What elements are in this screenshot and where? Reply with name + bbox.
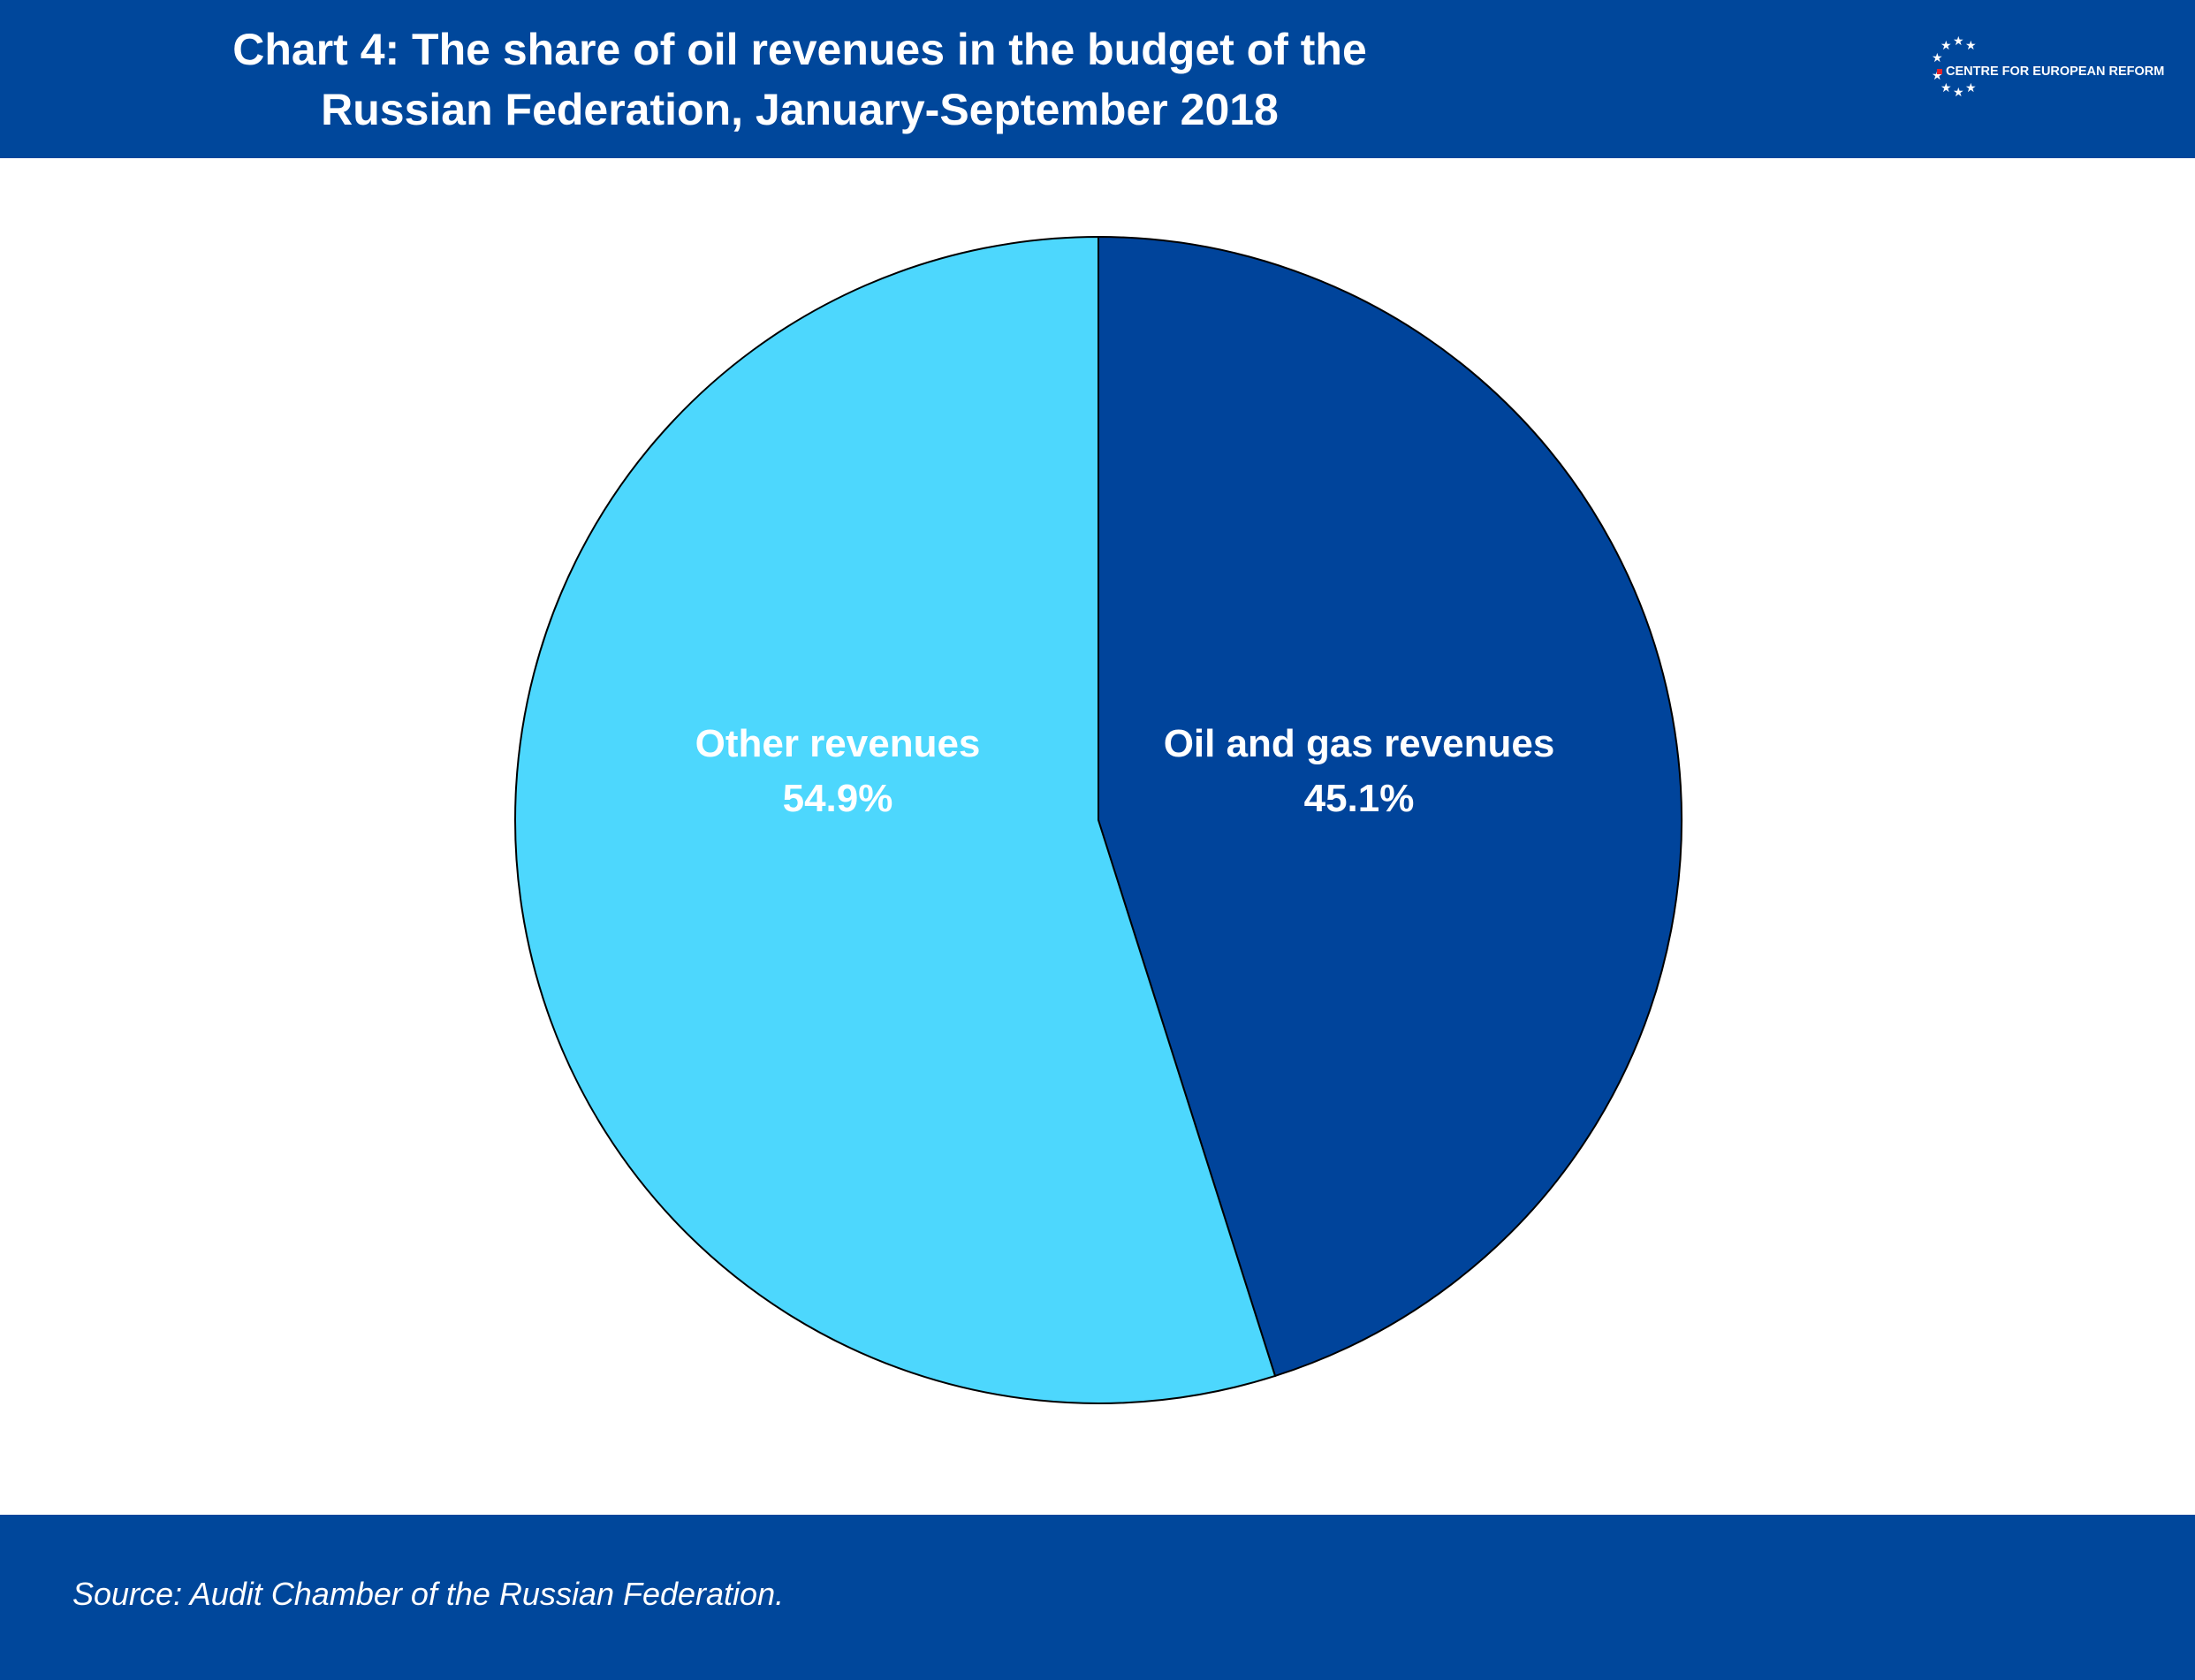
pie-label-value: 45.1% xyxy=(1304,777,1415,820)
pie-chart: Oil and gas revenues 45.1% Other revenues 5… xyxy=(514,235,1682,1404)
chart-title: Chart 4: The share of oil revenues in th… xyxy=(0,19,1599,140)
chart-title-line-2: Russian Federation, January-September 20… xyxy=(321,85,1279,134)
eu-stars-icon: ★ ★ ★ ★ ★ ★ ★ ★ xyxy=(1932,34,1977,100)
source-note: Source: Audit Chamber of the Russian Fed… xyxy=(72,1576,785,1612)
svg-text:★: ★ xyxy=(1941,39,1952,53)
logo-text: CENTRE FOR EUROPEAN REFORM xyxy=(1946,65,2164,79)
svg-text:★: ★ xyxy=(1953,34,1964,49)
svg-text:★: ★ xyxy=(1953,86,1964,100)
logo-red-mark xyxy=(1937,69,1942,74)
pie-label-name: Oil and gas revenues xyxy=(1164,722,1555,765)
svg-text:★: ★ xyxy=(1932,51,1943,65)
svg-text:★: ★ xyxy=(1941,81,1952,95)
cer-logo: ★ ★ ★ ★ ★ ★ ★ ★ CENTRE FOR EUROPEAN REFO… xyxy=(1932,34,2164,100)
pie-label-name: Other revenues xyxy=(695,722,981,765)
svg-text:★: ★ xyxy=(1965,81,1977,95)
chart-title-line-1: Chart 4: The share of oil revenues in th… xyxy=(232,25,1367,74)
svg-text:★: ★ xyxy=(1965,39,1977,53)
pie-label-value: 54.9% xyxy=(783,777,893,820)
pie-slice-oil-and-gas-revenues xyxy=(1098,235,1682,1378)
header-bar: Chart 4: The share of oil revenues in th… xyxy=(0,0,2195,158)
pie-slice-other-revenues xyxy=(514,235,1277,1404)
footer-bar xyxy=(0,1515,2195,1680)
